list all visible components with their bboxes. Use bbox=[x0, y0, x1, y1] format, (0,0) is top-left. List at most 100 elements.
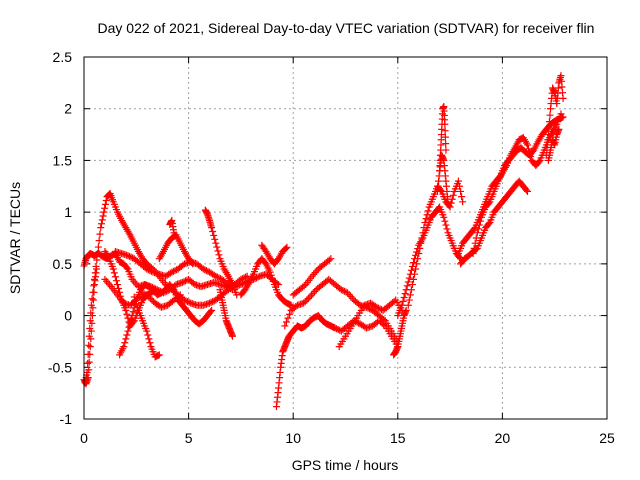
data-point bbox=[207, 308, 215, 316]
data-point bbox=[113, 281, 121, 289]
data-point bbox=[178, 278, 186, 286]
data-point bbox=[408, 281, 416, 289]
data-point bbox=[213, 273, 221, 281]
y-tick-label: 2 bbox=[64, 101, 72, 117]
data-point bbox=[100, 208, 108, 216]
data-point bbox=[545, 124, 553, 132]
data-point bbox=[93, 256, 101, 264]
data-point bbox=[180, 278, 188, 286]
data-point bbox=[442, 140, 450, 148]
data-point bbox=[424, 207, 432, 215]
data-point bbox=[444, 198, 452, 206]
data-point bbox=[524, 187, 532, 195]
data-point bbox=[300, 282, 308, 290]
data-point bbox=[303, 296, 311, 304]
data-point bbox=[415, 250, 423, 258]
data-point bbox=[399, 297, 407, 305]
data-point bbox=[89, 304, 97, 312]
x-tick-label: 10 bbox=[285, 430, 301, 446]
data-point bbox=[301, 298, 309, 306]
data-point bbox=[144, 331, 152, 339]
data-point bbox=[94, 243, 102, 251]
data-point bbox=[209, 298, 217, 306]
data-point bbox=[175, 292, 183, 300]
data-point bbox=[97, 224, 105, 232]
data-point bbox=[86, 350, 94, 358]
data-point bbox=[85, 341, 93, 349]
data-point bbox=[129, 308, 137, 316]
data-point bbox=[409, 259, 417, 267]
y-tick-label: 1.5 bbox=[53, 152, 73, 168]
x-axis-label: GPS time / hours bbox=[292, 457, 399, 473]
data-point bbox=[283, 243, 291, 251]
y-tick-label: 0.5 bbox=[53, 256, 73, 272]
data-point bbox=[84, 374, 92, 382]
data-point bbox=[284, 314, 292, 322]
data-point bbox=[133, 303, 141, 311]
data-point bbox=[120, 343, 128, 351]
data-point bbox=[267, 271, 275, 279]
data-point bbox=[390, 297, 398, 305]
data-point bbox=[111, 273, 119, 281]
data-point bbox=[447, 199, 455, 207]
data-point bbox=[208, 224, 216, 232]
data-point bbox=[102, 197, 110, 205]
data-point bbox=[94, 250, 102, 258]
x-tick-label: 20 bbox=[495, 430, 511, 446]
data-point bbox=[202, 267, 210, 275]
data-point bbox=[88, 319, 96, 327]
data-point bbox=[524, 141, 532, 149]
data-point bbox=[443, 225, 451, 233]
data-point bbox=[126, 252, 134, 260]
data-point bbox=[86, 343, 94, 351]
y-tick-label: -1 bbox=[60, 411, 73, 427]
data-point bbox=[281, 322, 289, 330]
data-point bbox=[402, 306, 410, 314]
data-point bbox=[441, 127, 449, 135]
data-point bbox=[188, 259, 196, 267]
data-point bbox=[419, 229, 427, 237]
data-point bbox=[121, 339, 129, 347]
data-point bbox=[546, 111, 554, 119]
data-point bbox=[123, 264, 131, 272]
data-point bbox=[110, 269, 118, 277]
data-point bbox=[122, 335, 130, 343]
chart-title: Day 022 of 2021, Sidereal Day-to-day VTE… bbox=[98, 20, 595, 36]
data-point bbox=[171, 267, 179, 275]
data-point bbox=[405, 274, 413, 282]
data-point bbox=[143, 265, 151, 273]
data-point bbox=[123, 310, 131, 318]
data-point bbox=[185, 298, 193, 306]
data-point bbox=[485, 220, 493, 228]
data-point bbox=[127, 253, 135, 261]
data-point bbox=[115, 284, 123, 292]
data-point bbox=[176, 291, 184, 299]
data-point bbox=[143, 327, 151, 335]
data-point bbox=[87, 327, 95, 335]
data-point bbox=[404, 278, 412, 286]
data-point bbox=[150, 286, 158, 294]
data-point bbox=[90, 288, 98, 296]
y-tick-label: 2.5 bbox=[53, 49, 73, 65]
data-point bbox=[414, 255, 422, 263]
data-point bbox=[146, 339, 154, 347]
data-point bbox=[116, 288, 124, 296]
y-axis-label: SDTVAR / TECUs bbox=[7, 182, 23, 294]
data-point bbox=[88, 295, 96, 303]
x-tick-label: 5 bbox=[185, 430, 193, 446]
data-point bbox=[286, 310, 294, 318]
data-point bbox=[124, 252, 132, 260]
data-point bbox=[327, 255, 335, 263]
data-point bbox=[300, 299, 308, 307]
data-point bbox=[147, 267, 155, 275]
data-point bbox=[85, 358, 93, 366]
data-point bbox=[99, 212, 107, 220]
data-point bbox=[407, 286, 415, 294]
data-point bbox=[184, 298, 192, 306]
data-point bbox=[475, 221, 483, 229]
data-point bbox=[340, 287, 348, 295]
data-point bbox=[423, 211, 431, 219]
data-point bbox=[442, 146, 450, 154]
y-tick-label: 0 bbox=[64, 308, 72, 324]
data-point bbox=[84, 359, 92, 367]
